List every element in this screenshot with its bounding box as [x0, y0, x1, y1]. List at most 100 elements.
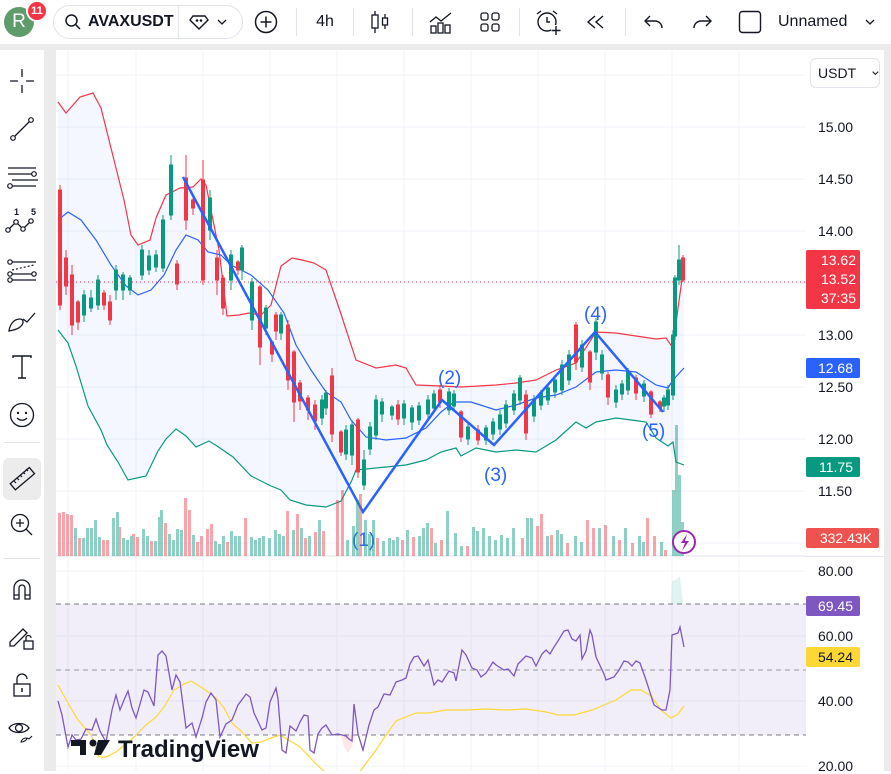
eye-icon	[8, 722, 33, 743]
rsi-label: 40.00	[818, 693, 854, 709]
toolbar-separator	[353, 8, 354, 36]
horizontal-lines-icon	[7, 167, 38, 189]
bb-basis-tag: 12.68	[806, 358, 860, 378]
layout-button[interactable]	[476, 6, 504, 38]
ruler-icon	[9, 466, 36, 491]
price-label: 14.50	[818, 171, 854, 187]
diamond-icon	[189, 15, 209, 30]
wave-label-4: (4)	[584, 304, 607, 325]
rsi-tag: 69.45	[806, 596, 860, 616]
exchange-dropdown[interactable]	[179, 14, 227, 30]
chart-left-gutter	[44, 50, 56, 771]
indicators-button[interactable]	[426, 6, 456, 38]
bb-lower-tag: 11.75	[806, 457, 860, 477]
wave-label-2: (2)	[438, 368, 461, 389]
price-label: 13.00	[818, 327, 854, 343]
svg-text:5: 5	[31, 207, 36, 217]
price-label: 12.50	[818, 379, 854, 395]
candles-icon	[371, 11, 389, 33]
undo-button[interactable]	[640, 6, 668, 38]
text-tool[interactable]	[3, 348, 41, 386]
trend-line-icon	[10, 117, 34, 141]
replay-icon	[586, 15, 604, 29]
brush-icon	[8, 312, 36, 332]
lock-all-tool[interactable]	[3, 666, 41, 704]
chevron-down-icon	[217, 19, 227, 25]
volume-bars	[58, 425, 684, 556]
undo-icon	[644, 15, 663, 29]
horizontal-lines-tool[interactable]	[3, 158, 41, 196]
layout-name-dropdown[interactable]: Unnamed	[778, 6, 886, 38]
trend-line-tool[interactable]	[3, 110, 41, 148]
price-label: 15.00	[818, 119, 854, 135]
hide-drawings-tool[interactable]	[3, 712, 41, 750]
emoji-icon	[9, 402, 35, 428]
toolbar-separator	[519, 8, 520, 36]
tradingview-wordmark: TradingView	[118, 736, 259, 763]
wave-label-3: (3)	[484, 465, 507, 486]
lightning-icon[interactable]	[672, 530, 696, 554]
symbol-search-button[interactable]: AVAXUSDT	[54, 6, 179, 38]
measure-tool[interactable]	[3, 458, 41, 500]
brush-tool[interactable]	[3, 302, 41, 340]
fullscreen-button[interactable]	[736, 6, 764, 38]
layout-name: Unnamed	[778, 13, 848, 30]
price-scale[interactable]: USDT 15.00 14.50 14.00 13.00 12.50 12.00…	[806, 50, 884, 774]
emoji-tool[interactable]	[3, 396, 41, 434]
add-circle-icon	[254, 10, 278, 34]
svg-text:1: 1	[14, 207, 19, 217]
zoom-in-icon	[10, 513, 33, 536]
tradingview-logo[interactable]: TradingView	[71, 736, 259, 763]
search-icon	[65, 14, 81, 30]
pencil-lock-icon	[9, 628, 34, 650]
toolbar-separator	[412, 8, 413, 36]
high-price-tag: 13.62	[820, 252, 856, 268]
chart-canvas[interactable]: (1) (2) (3) (4) (5)	[56, 50, 806, 771]
rsi-line	[57, 624, 685, 755]
indicators-icon	[429, 12, 452, 34]
symbol-selector: AVAXUSDT	[53, 5, 243, 39]
wave-label-5: (5)	[642, 421, 665, 442]
crosshair-tool[interactable]	[3, 62, 41, 100]
symbol-name: AVAXUSDT	[88, 13, 174, 30]
chart-type-button[interactable]	[366, 6, 394, 38]
price-label: 11.50	[818, 483, 852, 499]
zoom-in-tool[interactable]	[3, 506, 41, 544]
avatar-letter: R	[12, 11, 26, 32]
chart-pane[interactable]: (1) (2) (3) (4) (5)	[56, 50, 806, 771]
currency-dropdown[interactable]: USDT	[810, 58, 880, 88]
fib-tool[interactable]	[3, 252, 41, 290]
fib-retracement-icon	[7, 259, 37, 283]
rsi-ma-line	[57, 680, 685, 771]
toolbar-divider	[0, 44, 891, 50]
volume-tag: 332.43K	[806, 528, 879, 548]
currency-label: USDT	[818, 65, 857, 81]
replay-button[interactable]	[582, 6, 610, 38]
notification-badge[interactable]: 11	[26, 0, 48, 22]
compare-symbol-button[interactable]	[252, 6, 280, 38]
redo-icon	[693, 15, 712, 29]
magnet-tool[interactable]	[3, 570, 41, 608]
magnet-icon	[13, 579, 31, 600]
bar-countdown: 37:35	[820, 290, 856, 306]
alert-add-icon	[536, 10, 561, 35]
crosshair-icon	[10, 69, 34, 93]
lock-drawing-tool[interactable]	[3, 618, 41, 656]
redo-button[interactable]	[688, 6, 716, 38]
elliott-wave-line	[181, 176, 664, 515]
rsi-overbought-fill	[671, 576, 683, 604]
square-icon	[738, 10, 762, 34]
create-alert-button[interactable]	[533, 6, 563, 38]
candlesticks	[58, 155, 685, 490]
interval-button[interactable]: 4h	[316, 13, 334, 30]
toolbar-separator	[625, 8, 626, 36]
toolbar-separator	[4, 558, 40, 559]
price-label: 12.00	[818, 431, 854, 447]
toolbar-separator	[4, 442, 40, 443]
axis-separator	[806, 556, 884, 557]
wave-label-1: (1)	[352, 530, 375, 551]
rsi-label: 20.00	[818, 758, 854, 774]
